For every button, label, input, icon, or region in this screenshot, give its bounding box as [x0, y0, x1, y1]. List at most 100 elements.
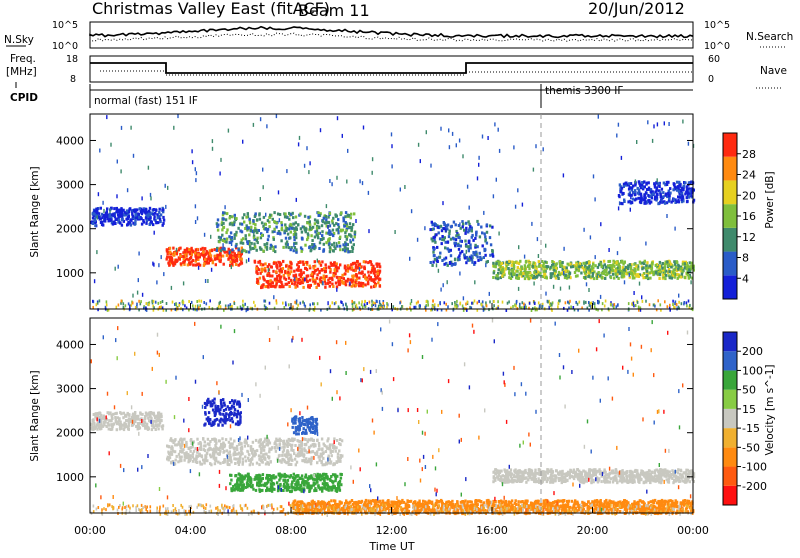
echo-cell — [525, 261, 527, 264]
echo-cell — [525, 271, 527, 274]
echo-cell — [251, 449, 253, 452]
echo-cell — [641, 262, 643, 265]
echo-cell — [619, 183, 621, 186]
echo-cell — [268, 450, 270, 453]
echo-cell — [305, 267, 307, 270]
scatter-cell — [524, 255, 525, 259]
scatter-cell — [293, 243, 294, 247]
echo-cell — [563, 266, 565, 269]
echo-cell — [243, 213, 245, 216]
scatter-cell — [132, 294, 133, 298]
echo-cell — [374, 274, 376, 277]
echo-cell — [304, 215, 306, 218]
echo-cell — [275, 476, 277, 479]
ground-scatter-cell — [631, 302, 633, 305]
ground-scatter-cell — [296, 300, 298, 303]
scatter-cell — [94, 279, 95, 283]
echo-cell — [261, 221, 263, 224]
scatter-cell — [212, 147, 213, 151]
echo-cell — [226, 212, 228, 215]
ground-scatter-cell — [594, 305, 596, 308]
echo-cell — [179, 258, 181, 261]
echo-cell — [654, 186, 656, 189]
echo-cell — [479, 235, 481, 238]
ground-scatter-cell — [376, 300, 378, 303]
echo-cell — [232, 259, 234, 262]
scatter-cell — [337, 116, 338, 120]
echo-cell — [279, 232, 281, 235]
echo-cell — [245, 237, 247, 240]
echo-cell — [271, 275, 273, 278]
echo-cell — [543, 270, 545, 273]
echo-cell — [300, 270, 302, 273]
echo-cell — [145, 217, 147, 220]
echo-cell — [220, 401, 222, 404]
echo-cell — [287, 479, 289, 482]
echo-cell — [285, 237, 287, 240]
echo-cell — [189, 252, 191, 255]
echo-cell — [455, 223, 457, 226]
scatter-cell — [279, 218, 280, 222]
echo-cell — [257, 261, 259, 264]
freq-panel: Freq. [MHz] 18 8 60 0 Nave — [6, 53, 787, 88]
echo-cell — [646, 182, 648, 185]
ground-scatter-cell — [373, 301, 375, 304]
echo-cell — [245, 234, 247, 237]
ground-scatter-cell — [481, 304, 483, 307]
scatter-cell — [645, 242, 646, 246]
echo-cell — [230, 231, 232, 234]
echo-cell — [578, 266, 580, 269]
ground-scatter-cell — [456, 305, 458, 308]
echo-cell — [323, 479, 325, 482]
echo-cell — [358, 284, 360, 287]
echo-cell — [493, 271, 495, 274]
echo-cell — [665, 270, 667, 273]
echo-cell — [230, 459, 232, 462]
echo-cell — [336, 439, 338, 442]
echo-cell — [228, 248, 230, 251]
echo-cell — [123, 214, 125, 217]
scatter-cell — [595, 255, 596, 259]
echo-cell — [162, 208, 164, 211]
scatter-cell — [391, 132, 392, 136]
ground-scatter-cell — [338, 305, 340, 308]
echo-cell — [634, 189, 636, 192]
echo-cell — [325, 487, 327, 490]
echo-cell — [190, 438, 192, 441]
scatter-cell — [211, 268, 212, 272]
echo-cell — [451, 264, 453, 267]
echo-cell — [243, 221, 245, 224]
echo-cell — [321, 230, 323, 233]
ground-scatter-cell — [684, 301, 686, 304]
echo-cell — [450, 249, 452, 252]
echo-cell — [183, 261, 185, 264]
echo-cell — [524, 266, 526, 269]
echo-cell — [131, 424, 133, 427]
echo-cell — [351, 250, 353, 253]
scatter-cell — [154, 231, 155, 235]
echo-cell — [108, 419, 110, 422]
echo-cell — [314, 260, 316, 263]
echo-cell — [288, 281, 290, 284]
scatter-cell — [518, 287, 519, 291]
echo-cell — [659, 193, 661, 196]
echo-cell — [296, 461, 298, 464]
scatter-cell — [152, 262, 153, 266]
echo-cell — [252, 441, 254, 444]
echo-cell — [174, 450, 176, 453]
echo-cell — [204, 258, 206, 261]
echo-cell — [331, 278, 333, 281]
ground-scatter-cell — [371, 300, 373, 303]
scatter-cell — [515, 205, 516, 209]
echo-cell — [255, 212, 257, 215]
echo-cell — [570, 265, 572, 268]
echo-cell — [258, 214, 260, 217]
echo-cell — [317, 234, 319, 237]
echo-cell — [333, 437, 335, 440]
echo-cell — [303, 427, 305, 430]
ground-scatter-cell — [486, 304, 488, 307]
scatter-cell — [478, 156, 479, 160]
echo-cell — [638, 180, 640, 183]
echo-cell — [116, 428, 118, 431]
echo-cell — [357, 266, 359, 269]
